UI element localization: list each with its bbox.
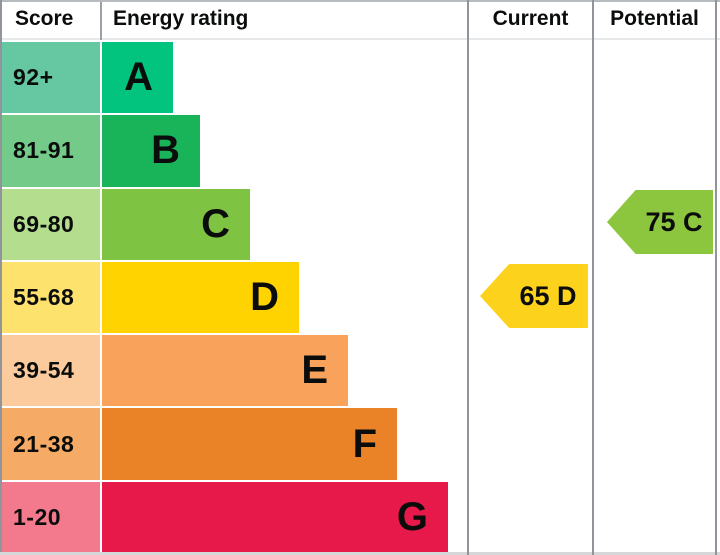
column-divider-potential-left (592, 0, 594, 555)
chart-border-top (0, 0, 720, 2)
score-cell: 81-91 (0, 115, 100, 187)
potential-rating-label: 75 C (645, 206, 703, 237)
score-cell: 21-38 (0, 408, 100, 480)
band-row-d: 55-68 D (0, 261, 720, 335)
band-row-c: 69-80 C (0, 188, 720, 262)
band-letter: A (124, 55, 153, 100)
header-current: Current (492, 7, 569, 30)
score-range-label: 21-38 (13, 430, 75, 457)
score-range-label: 81-91 (13, 137, 75, 164)
header-score: Score (15, 7, 74, 30)
score-cell: 1-20 (0, 481, 100, 553)
score-range-label: 69-80 (13, 210, 75, 237)
band-rows: 92+ A 81-91 B 69-80 C 55-68 D 39-54 E 21… (0, 42, 720, 555)
score-range-label: 55-68 (13, 283, 75, 310)
band-letter: D (250, 274, 279, 319)
band-bar: E (102, 335, 348, 407)
band-bar: G (102, 481, 448, 553)
header-energy-rating: Energy rating (113, 7, 249, 30)
score-cell: 92+ (0, 42, 100, 114)
chart-border-bottom (0, 552, 720, 555)
chart-border-left (0, 0, 2, 555)
header-potential: Potential (610, 7, 699, 30)
band-row-g: 1-20 G (0, 481, 720, 555)
band-bar: D (102, 261, 299, 334)
band-row-b: 81-91 B (0, 115, 720, 188)
column-divider-right (715, 0, 717, 555)
score-range-label: 39-54 (13, 357, 75, 384)
score-range-label: 1-20 (13, 503, 62, 530)
band-bar: F (102, 408, 397, 480)
score-range-label: 92+ (13, 64, 54, 91)
band-bar: A (102, 42, 173, 114)
chart-header: Score Energy rating Current Potential (0, 0, 720, 40)
band-letter: E (301, 348, 328, 393)
band-letter: B (151, 128, 180, 173)
column-divider-current-left (467, 0, 469, 555)
band-letter: G (396, 494, 428, 539)
score-cell: 69-80 (0, 188, 100, 260)
band-letter: C (201, 201, 230, 246)
band-row-a: 92+ A (0, 42, 720, 115)
score-cell: 39-54 (0, 335, 100, 407)
band-letter: F (352, 421, 377, 466)
band-row-e: 39-54 E (0, 335, 720, 408)
header-score-divider (100, 0, 102, 40)
band-bar: C (102, 188, 250, 260)
current-rating-label: 65 D (519, 280, 577, 311)
band-row-f: 21-38 F (0, 408, 720, 481)
band-bar: B (102, 115, 200, 187)
score-cell: 55-68 (0, 261, 100, 334)
